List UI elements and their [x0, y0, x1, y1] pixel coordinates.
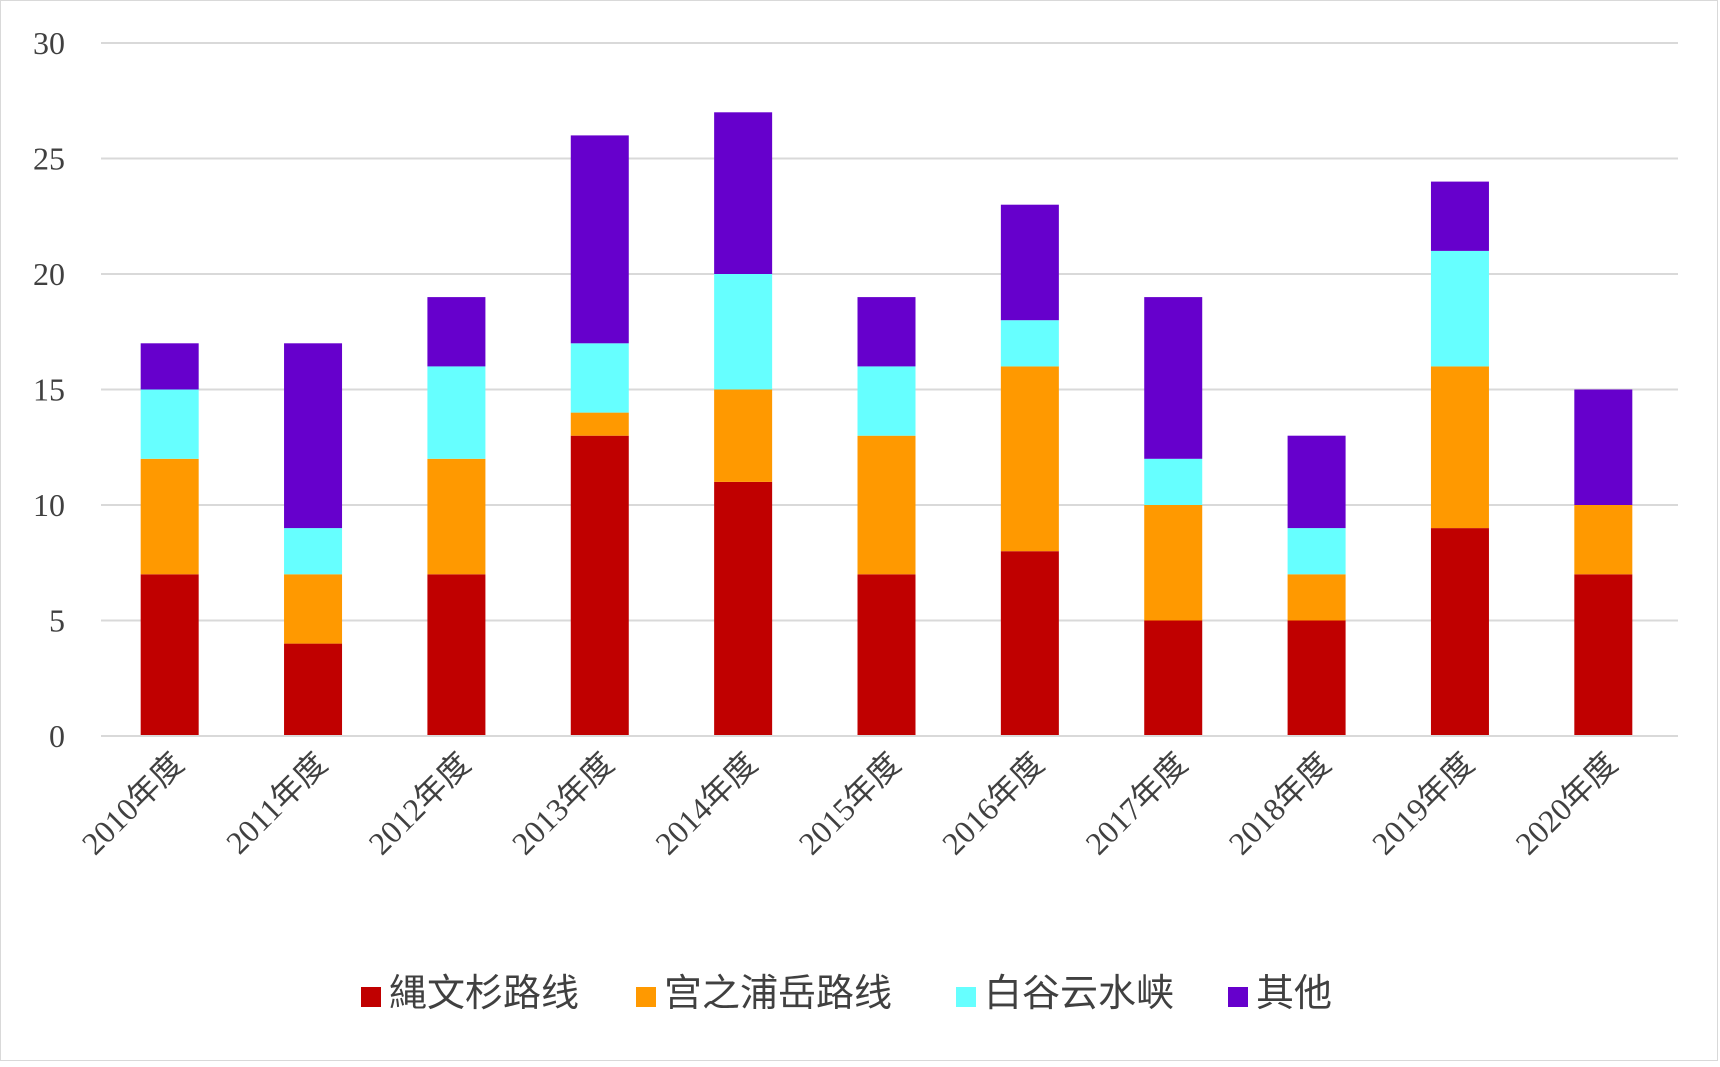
bar-segment [857, 366, 916, 436]
bar-segment [1287, 620, 1346, 736]
bar-segment [570, 412, 629, 436]
x-tick-label: 2020年度 [1508, 745, 1624, 861]
y-tick-label: 25 [33, 141, 65, 177]
legend-swatch [1228, 987, 1248, 1007]
bar-segment [714, 481, 773, 736]
bar-segment [570, 435, 629, 736]
bar-segment [1430, 528, 1489, 736]
x-tick-label: 2018年度 [1222, 745, 1338, 861]
bar-segment [1287, 528, 1346, 575]
legend-item: 縄文杉路线 [361, 971, 579, 1015]
y-axis-ticks: 0 5 10 15 20 25 30 [33, 25, 65, 754]
x-tick-label: 2012年度 [361, 745, 477, 861]
legend-label: 宫之浦岳路线 [664, 971, 892, 1015]
bar-segment [427, 366, 486, 459]
bar-segment [1144, 505, 1203, 621]
x-tick-label: 2016年度 [935, 745, 1051, 861]
y-tick-label: 0 [49, 718, 65, 754]
bar-segment [714, 112, 773, 274]
bar-segment [1000, 204, 1059, 321]
bar-segment [714, 389, 773, 482]
bar-segment [1287, 435, 1346, 529]
legend-swatch [956, 987, 976, 1007]
bar-segment [427, 458, 486, 575]
legend-item: 宫之浦岳路线 [636, 971, 892, 1015]
bar-segment [140, 574, 199, 736]
x-tick-label: 2015年度 [791, 745, 907, 861]
x-tick-label: 2019年度 [1365, 745, 1481, 861]
bar-segment [1574, 574, 1633, 736]
bar-segment [284, 343, 343, 529]
bar-segment [1430, 250, 1489, 367]
bar-segment [1574, 389, 1633, 505]
bar-segment [1000, 320, 1059, 367]
bar-segment [140, 343, 199, 390]
legend-item: 白谷云水峡 [956, 971, 1174, 1015]
bar-segment [1144, 458, 1203, 505]
legend-swatch [361, 987, 381, 1007]
bar-segment [1144, 297, 1203, 459]
legend-label: 縄文杉路线 [389, 971, 579, 1015]
x-tick-label: 2013年度 [505, 745, 621, 861]
bar-segment [140, 389, 199, 459]
y-tick-label: 30 [33, 25, 65, 61]
bar-segment [1144, 620, 1203, 736]
legend: 縄文杉路线 宫之浦岳路线 白谷云水峡 其他 [361, 971, 1332, 1015]
bar-segment [857, 574, 916, 736]
bar-segment [570, 135, 629, 344]
legend-swatch [636, 987, 656, 1007]
legend-label: 其他 [1256, 971, 1332, 1015]
bar-segment [140, 458, 199, 575]
x-axis: 2010年度 2011年度 2012年度 2013年度 2014年度 2015年度 2016… [75, 735, 1678, 861]
bar-segment [427, 574, 486, 736]
bar-segment [284, 643, 343, 736]
bar-segment [1000, 551, 1059, 736]
legend-item: 其他 [1228, 971, 1332, 1015]
bars [140, 112, 1633, 736]
bar-segment [284, 574, 343, 644]
legend-label: 白谷云水峡 [984, 971, 1174, 1015]
bar-segment [1287, 574, 1346, 621]
bar-segment [857, 297, 916, 367]
y-tick-label: 5 [49, 603, 65, 639]
bar-segment [1000, 366, 1059, 552]
bar-segment [1430, 181, 1489, 251]
y-tick-label: 10 [33, 487, 65, 523]
y-tick-label: 20 [33, 256, 65, 292]
bar-segment [714, 274, 773, 390]
x-tick-label: 2010年度 [75, 745, 191, 861]
y-tick-label: 15 [33, 372, 65, 408]
bar-segment [857, 435, 916, 575]
bar-segment [427, 297, 486, 367]
x-tick-label: 2014年度 [648, 745, 764, 861]
bar-segment [284, 528, 343, 575]
bar-segment [1574, 505, 1633, 575]
x-tick-label: 2017年度 [1078, 745, 1194, 861]
x-tick-label: 2011年度 [219, 745, 334, 860]
bar-segment [570, 343, 629, 413]
bar-segment [1430, 366, 1489, 529]
